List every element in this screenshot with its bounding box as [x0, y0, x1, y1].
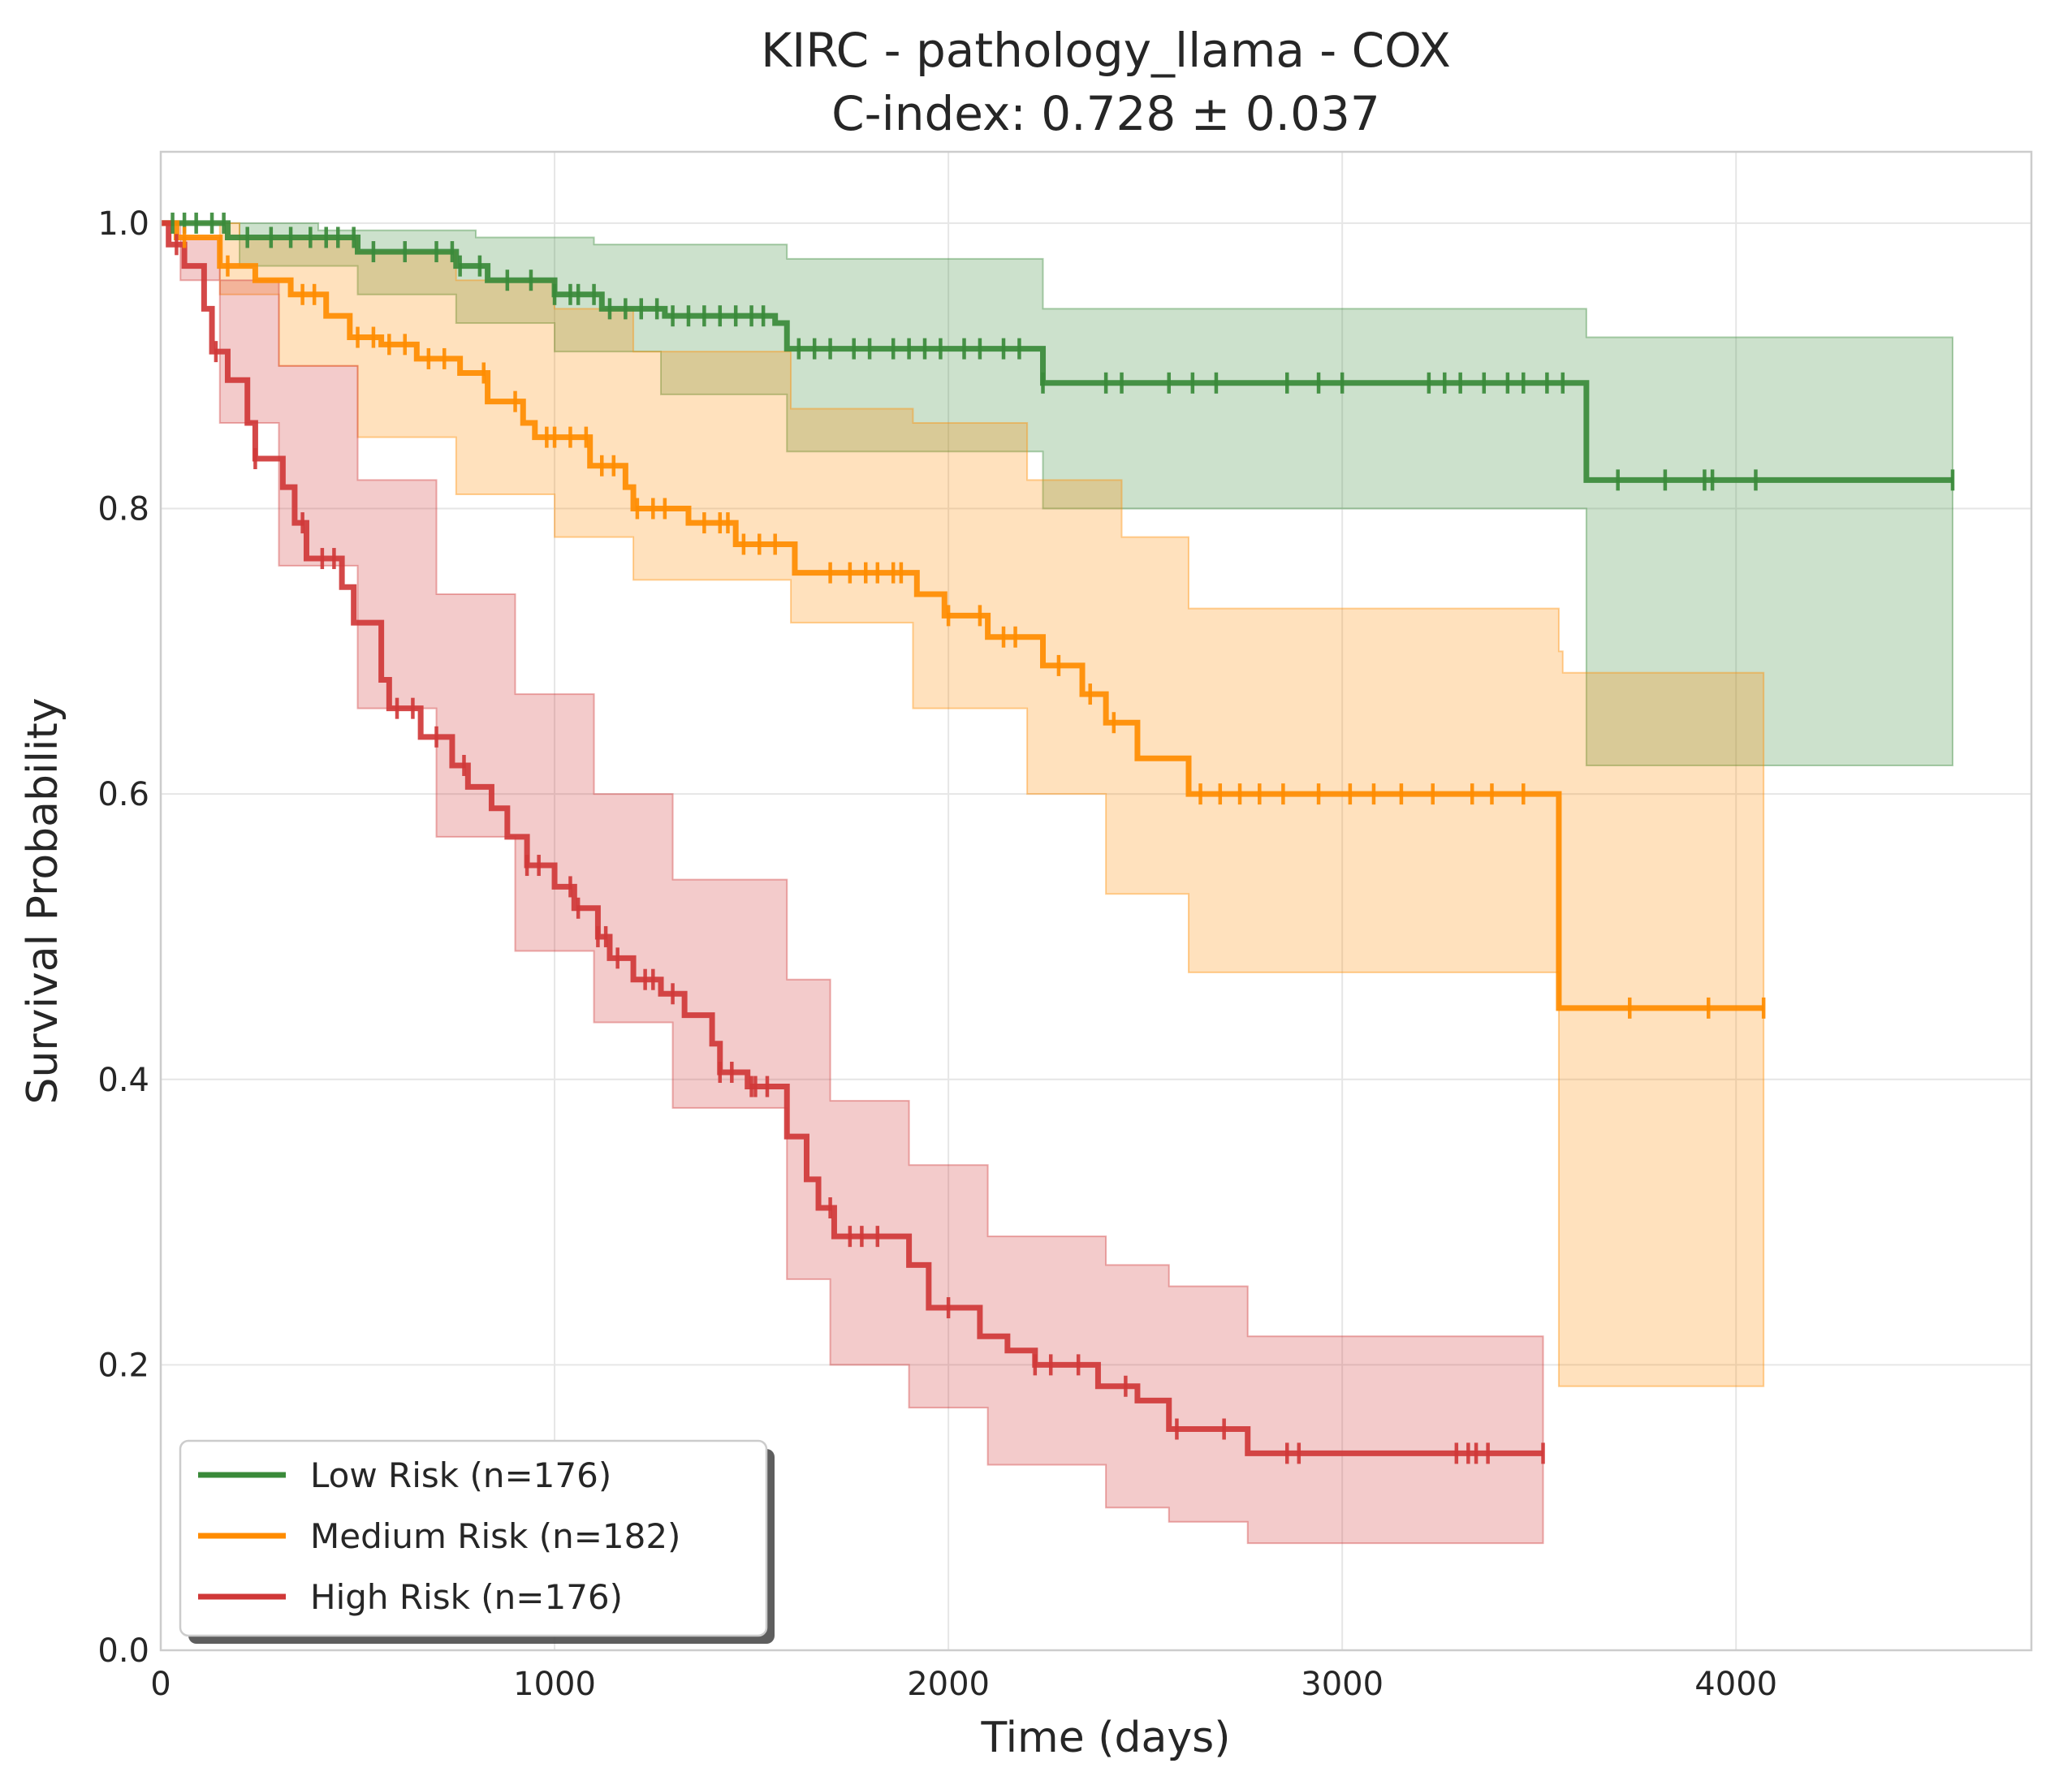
- x-tick-label: 0: [150, 1666, 171, 1703]
- y-tick-label: 0.8: [97, 491, 149, 528]
- x-tick-label: 1000: [513, 1666, 596, 1703]
- grid-lines: [160, 152, 2031, 1651]
- chart-title: KIRC - pathology_llama - COX: [761, 23, 1451, 78]
- y-axis-label: Survival Probability: [19, 697, 67, 1104]
- low-risk-legend-label: Low Risk (n=176): [310, 1455, 611, 1495]
- x-tick-label: 4000: [1694, 1666, 1777, 1703]
- y-tick-label: 0.0: [97, 1632, 149, 1670]
- low-risk-curve: [161, 220, 1953, 483]
- y-tick-label: 1.0: [97, 205, 149, 243]
- high-risk-ci-band: [161, 222, 1544, 1545]
- x-axis-label: Time (days): [980, 1714, 1230, 1762]
- plot-frame: [159, 150, 2033, 1652]
- y-tick-label: 0.2: [97, 1347, 149, 1384]
- y-tick-label: 0.6: [97, 776, 149, 813]
- chart-subtitle: C-index: 0.728 ± 0.037: [831, 86, 1380, 141]
- medium-risk-legend-label: Medium Risk (n=182): [310, 1516, 680, 1556]
- low-risk-ci-band: [161, 222, 1953, 766]
- censor-marks: [171, 212, 1955, 1464]
- x-tick-label: 2000: [907, 1666, 990, 1703]
- x-tick-label: 3000: [1301, 1666, 1383, 1703]
- high-risk-curve: [161, 220, 1543, 1456]
- medium-risk-curve: [161, 220, 1764, 1011]
- medium-risk-ci-band: [161, 222, 1765, 1387]
- survival-curves: [161, 220, 1953, 1456]
- confidence-bands: [161, 222, 1953, 1545]
- axis-ticks: 0 1000 2000 3000 4000 0.0 0.2 0.4 0.6 0.8 1.0: [97, 205, 1777, 1703]
- high-risk-legend-label: High Risk (n=176): [310, 1577, 623, 1617]
- y-tick-label: 0.4: [97, 1062, 149, 1099]
- legend-box: [179, 1439, 768, 1637]
- legend: Low Risk (n=176) Medium Risk (n=182) High …: [179, 1439, 775, 1644]
